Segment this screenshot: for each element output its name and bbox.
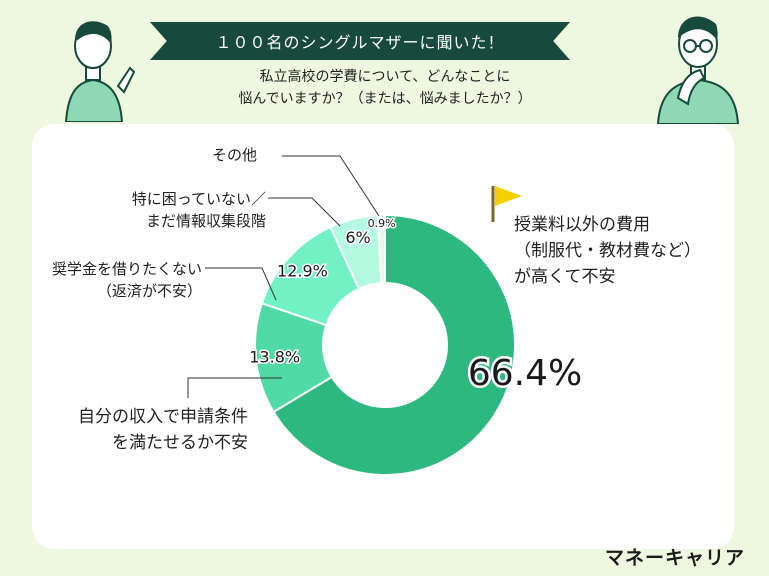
chart-card: [32, 124, 734, 549]
slice-value-label-0: 66.4%: [468, 353, 582, 394]
label-line: 自分の収入で申請条件: [78, 407, 248, 427]
label-line: が高くて不安: [514, 267, 616, 287]
slice-value-label-4: 0.9%: [368, 217, 396, 230]
title-text: １００名のシングルマザーに聞いた！: [215, 33, 505, 52]
label-line: 授業料以外の費用: [514, 215, 650, 235]
slice-label-not-troubled: 特に困っていない／ まだ情報収集段階: [60, 188, 266, 232]
label-line: を満たせるか不安: [112, 433, 248, 453]
label-line: 奨学金を借りたくない: [51, 260, 202, 278]
question-line-1: 私立高校の学費について、どんなことに: [259, 69, 511, 85]
slice-value-label-3: 6%: [345, 228, 370, 247]
label-line: まだ情報収集段階: [145, 212, 266, 230]
slice-label-other: その他: [212, 144, 257, 166]
title-banner: １００名のシングルマザーに聞いた！: [150, 22, 570, 60]
man-illustration: [656, 16, 740, 124]
slice-value-label-2: 12.9%: [277, 261, 328, 280]
flag-icon: [491, 186, 522, 222]
leader-line-other: [282, 155, 380, 217]
donut-slice-0: [272, 213, 516, 476]
leader-line-scholarship: [205, 267, 277, 301]
survey-question: 私立高校の学費について、どんなことに 悩んでいますか？（または、悩みましたか？）: [180, 66, 590, 110]
leader-line-income: [187, 377, 282, 398]
label-line: その他: [212, 146, 258, 164]
label-line: 特に困っていない／: [131, 190, 266, 208]
leader-line-not-troubled: [268, 197, 341, 227]
woman-illustration: [64, 21, 136, 122]
donut-slice-4: [376, 213, 386, 285]
slice-label-scholarship: 奨学金を借りたくない （返済が不安）: [22, 258, 202, 302]
brand-logo: マネーキャリア: [604, 547, 745, 569]
slice-label-income-condition: 自分の収入で申請条件 を満たせるか不安: [48, 404, 248, 456]
slice-label-extra-costs: 授業料以外の費用 （制服代・教材費など） が高くて不安: [514, 212, 701, 290]
label-line: （返済が不安）: [96, 282, 202, 300]
label-line: （制服代・教材費など）: [514, 241, 701, 261]
slice-value-label-1: 13.8%: [249, 347, 300, 366]
question-line-2: 悩んでいますか？（または、悩みましたか？）: [238, 91, 532, 107]
